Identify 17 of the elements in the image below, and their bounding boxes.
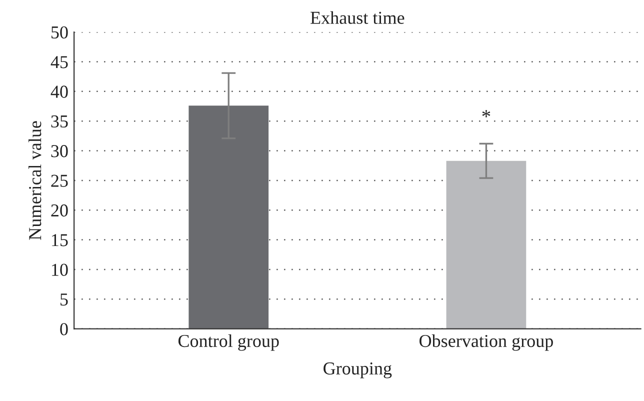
y-tick-label: 20: [51, 204, 68, 217]
y-axis-title: Numerical value: [28, 121, 42, 240]
x-tick-label: Observation group: [420, 334, 553, 351]
y-tick-label: 0: [60, 323, 68, 336]
y-tick-label: 5: [60, 294, 68, 306]
y-tick-label: 15: [52, 234, 68, 246]
y-tick-label: 25: [51, 174, 68, 187]
x-tick-label: Control group: [178, 334, 279, 351]
y-tick-label: 40: [50, 86, 68, 98]
y-tick-label: 30: [51, 145, 68, 158]
annotation: *: [482, 110, 490, 118]
x-axis-title: Grouping: [324, 362, 392, 378]
y-tick-label: 35: [51, 115, 68, 128]
y-tick-label: 50: [52, 26, 68, 39]
chart-title: Exhaust time: [310, 11, 404, 24]
y-tick-label: 10: [52, 264, 68, 276]
y-tick-label: 45: [50, 56, 68, 68]
